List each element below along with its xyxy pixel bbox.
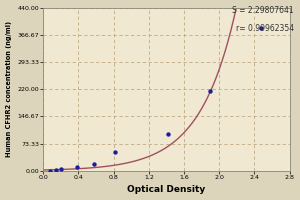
Point bbox=[92, 162, 97, 166]
Point bbox=[113, 151, 118, 154]
Point bbox=[48, 169, 53, 172]
Y-axis label: Human CFHR2 concentration (ng/ml): Human CFHR2 concentration (ng/ml) bbox=[6, 21, 12, 157]
Point bbox=[166, 132, 171, 135]
Point bbox=[58, 168, 63, 171]
X-axis label: Optical Density: Optical Density bbox=[127, 185, 206, 194]
Point bbox=[208, 89, 213, 93]
Point bbox=[53, 169, 58, 172]
Text: r= 0.99962354: r= 0.99962354 bbox=[236, 24, 294, 33]
Point bbox=[74, 165, 79, 169]
Point bbox=[259, 26, 264, 30]
Text: S = 2.29807641: S = 2.29807641 bbox=[232, 6, 294, 15]
